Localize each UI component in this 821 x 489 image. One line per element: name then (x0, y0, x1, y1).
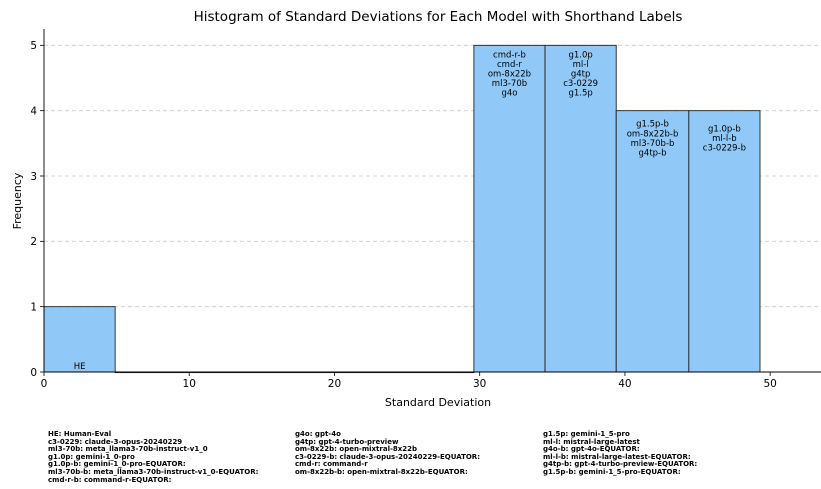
bar-model-label: om-8x22b-b (627, 129, 679, 139)
histogram-bar (688, 110, 761, 373)
bar-model-label: g4tp (571, 70, 591, 80)
y-tick-label: 0 (30, 367, 37, 379)
bar-labels-group: HEcmd-r-bcmd-rom-8x22bml3-70bg4og1.0pml-… (74, 50, 746, 372)
legend-entry: c3-0229-b: claude-3-opus-20240229-EQUATO… (295, 452, 480, 461)
legend-entry: g4tp-b: gpt-4-turbo-preview-EQUATOR: (543, 460, 698, 469)
bar-model-label: g1.0p (568, 50, 592, 60)
x-axis-label: Standard Deviation (385, 396, 491, 409)
bar-model-label: c3-0229 (563, 79, 598, 89)
legend-entry: g4tp: gpt-4-turbo-preview (295, 437, 399, 446)
y-tick-label: 2 (30, 236, 37, 248)
legend-entry: om-8x22b-b: open-mixtral-8x22b-EQUATOR: (295, 467, 468, 476)
bar-model-label: g1.0p-b (708, 125, 741, 135)
legend-column-2: g4o: gpt-4o g4tp: gpt-4-turbo-preview om-8… (295, 430, 480, 477)
bar-model-label: c3-0229-b (703, 144, 746, 154)
bar-model-label: g4tp-b (639, 149, 667, 159)
legend-entry: cmd-r: command-r (295, 460, 368, 469)
bar-model-label: g1.5p-b (636, 120, 669, 130)
legend-entry: c3-0229: claude-3-opus-20240229 (48, 437, 183, 446)
legend-column-3: g1.5p: gemini-1_5-pro ml-l: mistral-large… (543, 430, 698, 477)
y-ticks: 0 1 2 3 4 5 (30, 40, 44, 379)
axes-group (43, 29, 821, 373)
histogram-bar (43, 306, 116, 373)
x-tick-label: 50 (763, 378, 776, 390)
legend-entry: g1.0p: gemini-1_0-pro (48, 452, 135, 461)
legend-entry: ml3-70b: meta_llama3-70b-instruct-v1_0 (48, 445, 208, 454)
x-tick-label: 0 (41, 378, 48, 390)
bar-model-label: ml3-70b (492, 79, 527, 89)
bars-group (43, 44, 761, 374)
legend-entry: HE: Human-Eval (48, 430, 112, 438)
legend-entry: ml-l: mistral-large-latest (543, 437, 640, 446)
legend-column-1: HE: Human-Eval c3-0229: claude-3-opus-202… (48, 430, 259, 484)
y-tick-label: 1 (30, 301, 37, 313)
legend-entry: g1.5p: gemini-1_5-pro (543, 430, 630, 438)
chart-title: Histogram of Standard Deviations for Eac… (194, 9, 683, 25)
bar-model-label: HE (74, 362, 86, 372)
bar-model-label: ml3-70b-b (631, 139, 675, 149)
x-tick-label: 40 (618, 378, 631, 390)
bar-model-label: g4o (501, 89, 517, 99)
legend-entry: om-8x22b: open-mixtral-8x22b (295, 445, 418, 454)
x-ticks: 0 10 20 30 40 50 (41, 372, 777, 390)
y-tick-label: 4 (30, 105, 37, 117)
x-tick-label: 30 (473, 378, 486, 390)
legend-entry: cmd-r-b: command-r-EQUATOR: (48, 475, 172, 484)
y-axis-label: Frequency (11, 172, 24, 229)
y-tick-label: 5 (30, 40, 37, 52)
legend-entry: ml-l-b: mistral-large-latest-EQUATOR: (543, 452, 691, 461)
legend-entry: ml3-70b-b: meta_llama3-70b-instruct-v1_0… (48, 467, 259, 476)
bar-model-label: ml-l (573, 60, 589, 70)
bar-model-label: cmd-r-b (493, 50, 526, 60)
legend-entry: g1.5p-b: gemini-1_5-pro-EQUATOR: (543, 467, 681, 476)
x-tick-label: 10 (183, 378, 196, 390)
x-tick-label: 20 (328, 378, 341, 390)
y-tick-label: 3 (30, 171, 37, 183)
legend-entry: g4o: gpt-4o (295, 430, 341, 438)
legend-entry: g1.0p-b: gemini-1_0-pro-EQUATOR: (48, 460, 186, 469)
bar-model-label: cmd-r (497, 60, 522, 70)
legend-entry: g4o-b: gpt-4o-EQUATOR: (543, 445, 640, 454)
bar-model-label: g1.5p (568, 89, 592, 99)
bar-model-label: om-8x22b (488, 70, 531, 80)
bar-model-label: ml-l-b (712, 134, 737, 144)
